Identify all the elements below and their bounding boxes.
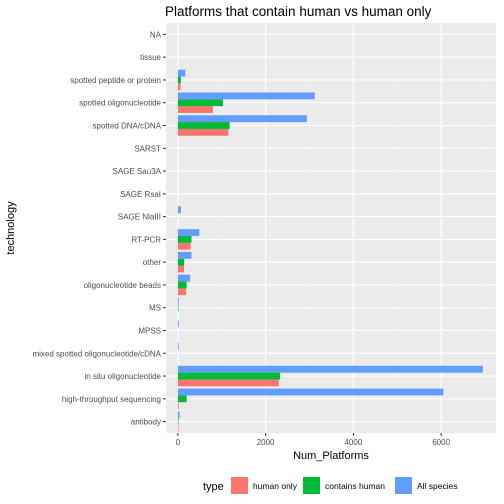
bar <box>177 258 185 266</box>
x-tick-label: 4000 <box>344 438 362 447</box>
legend-swatch <box>303 477 320 494</box>
bar <box>177 83 181 91</box>
legend-swatch <box>395 477 412 494</box>
x-tick-label: 0 <box>176 438 181 447</box>
bar <box>177 281 187 289</box>
bar <box>177 411 180 419</box>
bar <box>177 115 307 123</box>
y-tick-label: antibody <box>131 418 161 427</box>
bar <box>177 297 179 305</box>
legend-label: All species <box>417 481 458 491</box>
y-tick-label: in situ oligonucleotide <box>85 372 162 381</box>
bar <box>177 372 281 380</box>
bar <box>177 425 179 432</box>
legend-label: human only <box>253 481 298 491</box>
bar <box>177 106 213 113</box>
legend-label: contains human <box>325 481 385 491</box>
bar <box>177 206 181 214</box>
bar <box>177 395 187 403</box>
y-tick-label: NA <box>150 30 162 39</box>
y-tick-label: SAGE NlaIII <box>118 213 161 222</box>
y-tick-label: high-throughput sequencing <box>62 395 161 404</box>
y-tick-label: spotted oligonucleotide <box>79 99 161 108</box>
bar <box>177 418 179 426</box>
y-tick-label: RT-PCR <box>131 235 161 244</box>
y-tick-label: MPSS <box>138 327 161 336</box>
bar <box>177 92 315 100</box>
bar <box>177 122 230 129</box>
chart-title: Platforms that contain human vs human on… <box>165 4 432 19</box>
bar <box>177 265 184 273</box>
y-tick-label: SAGE Sau3A <box>113 167 162 176</box>
bar <box>177 99 224 107</box>
bar <box>177 242 191 250</box>
x-axis-title: Num_Platforms <box>293 450 369 462</box>
y-tick-label: oligonucleotide beads <box>84 281 161 290</box>
y-axis: antibody high-throughput sequencing in sit… <box>32 30 166 427</box>
legend-swatch <box>231 477 248 494</box>
y-tick-label: spotted DNA/cDNA <box>93 122 162 131</box>
grid-lines <box>166 23 496 433</box>
bar <box>177 229 200 236</box>
bar <box>177 288 187 296</box>
bar <box>177 251 192 259</box>
y-tick-label: SAGE RsaI <box>120 190 161 199</box>
bars <box>177 69 483 432</box>
bar <box>177 379 279 387</box>
legend: type human only contains human All species <box>203 477 458 494</box>
bar <box>177 365 483 373</box>
bar <box>177 76 181 84</box>
x-tick-label: 2000 <box>257 438 275 447</box>
bar <box>177 69 186 77</box>
bar <box>177 274 191 282</box>
y-tick-label: mixed spotted oligonucleotide/cDNA <box>32 349 161 358</box>
bar <box>177 235 192 243</box>
x-tick-label: 6000 <box>432 438 450 447</box>
y-axis-title: technology <box>5 201 17 255</box>
bar <box>177 388 444 396</box>
bar <box>177 402 179 410</box>
bar <box>177 343 179 350</box>
y-tick-label: MS <box>149 304 161 313</box>
y-tick-label: SARST <box>134 144 161 153</box>
x-axis: 0 2000 4000 6000 <box>176 433 451 447</box>
bar <box>177 128 229 136</box>
bar <box>177 320 179 328</box>
y-tick-label: tissue <box>140 53 161 62</box>
y-tick-label: other <box>143 258 162 267</box>
legend-title: type <box>203 481 224 493</box>
bar <box>177 304 179 312</box>
y-tick-label: spotted peptide or protein <box>70 76 161 85</box>
